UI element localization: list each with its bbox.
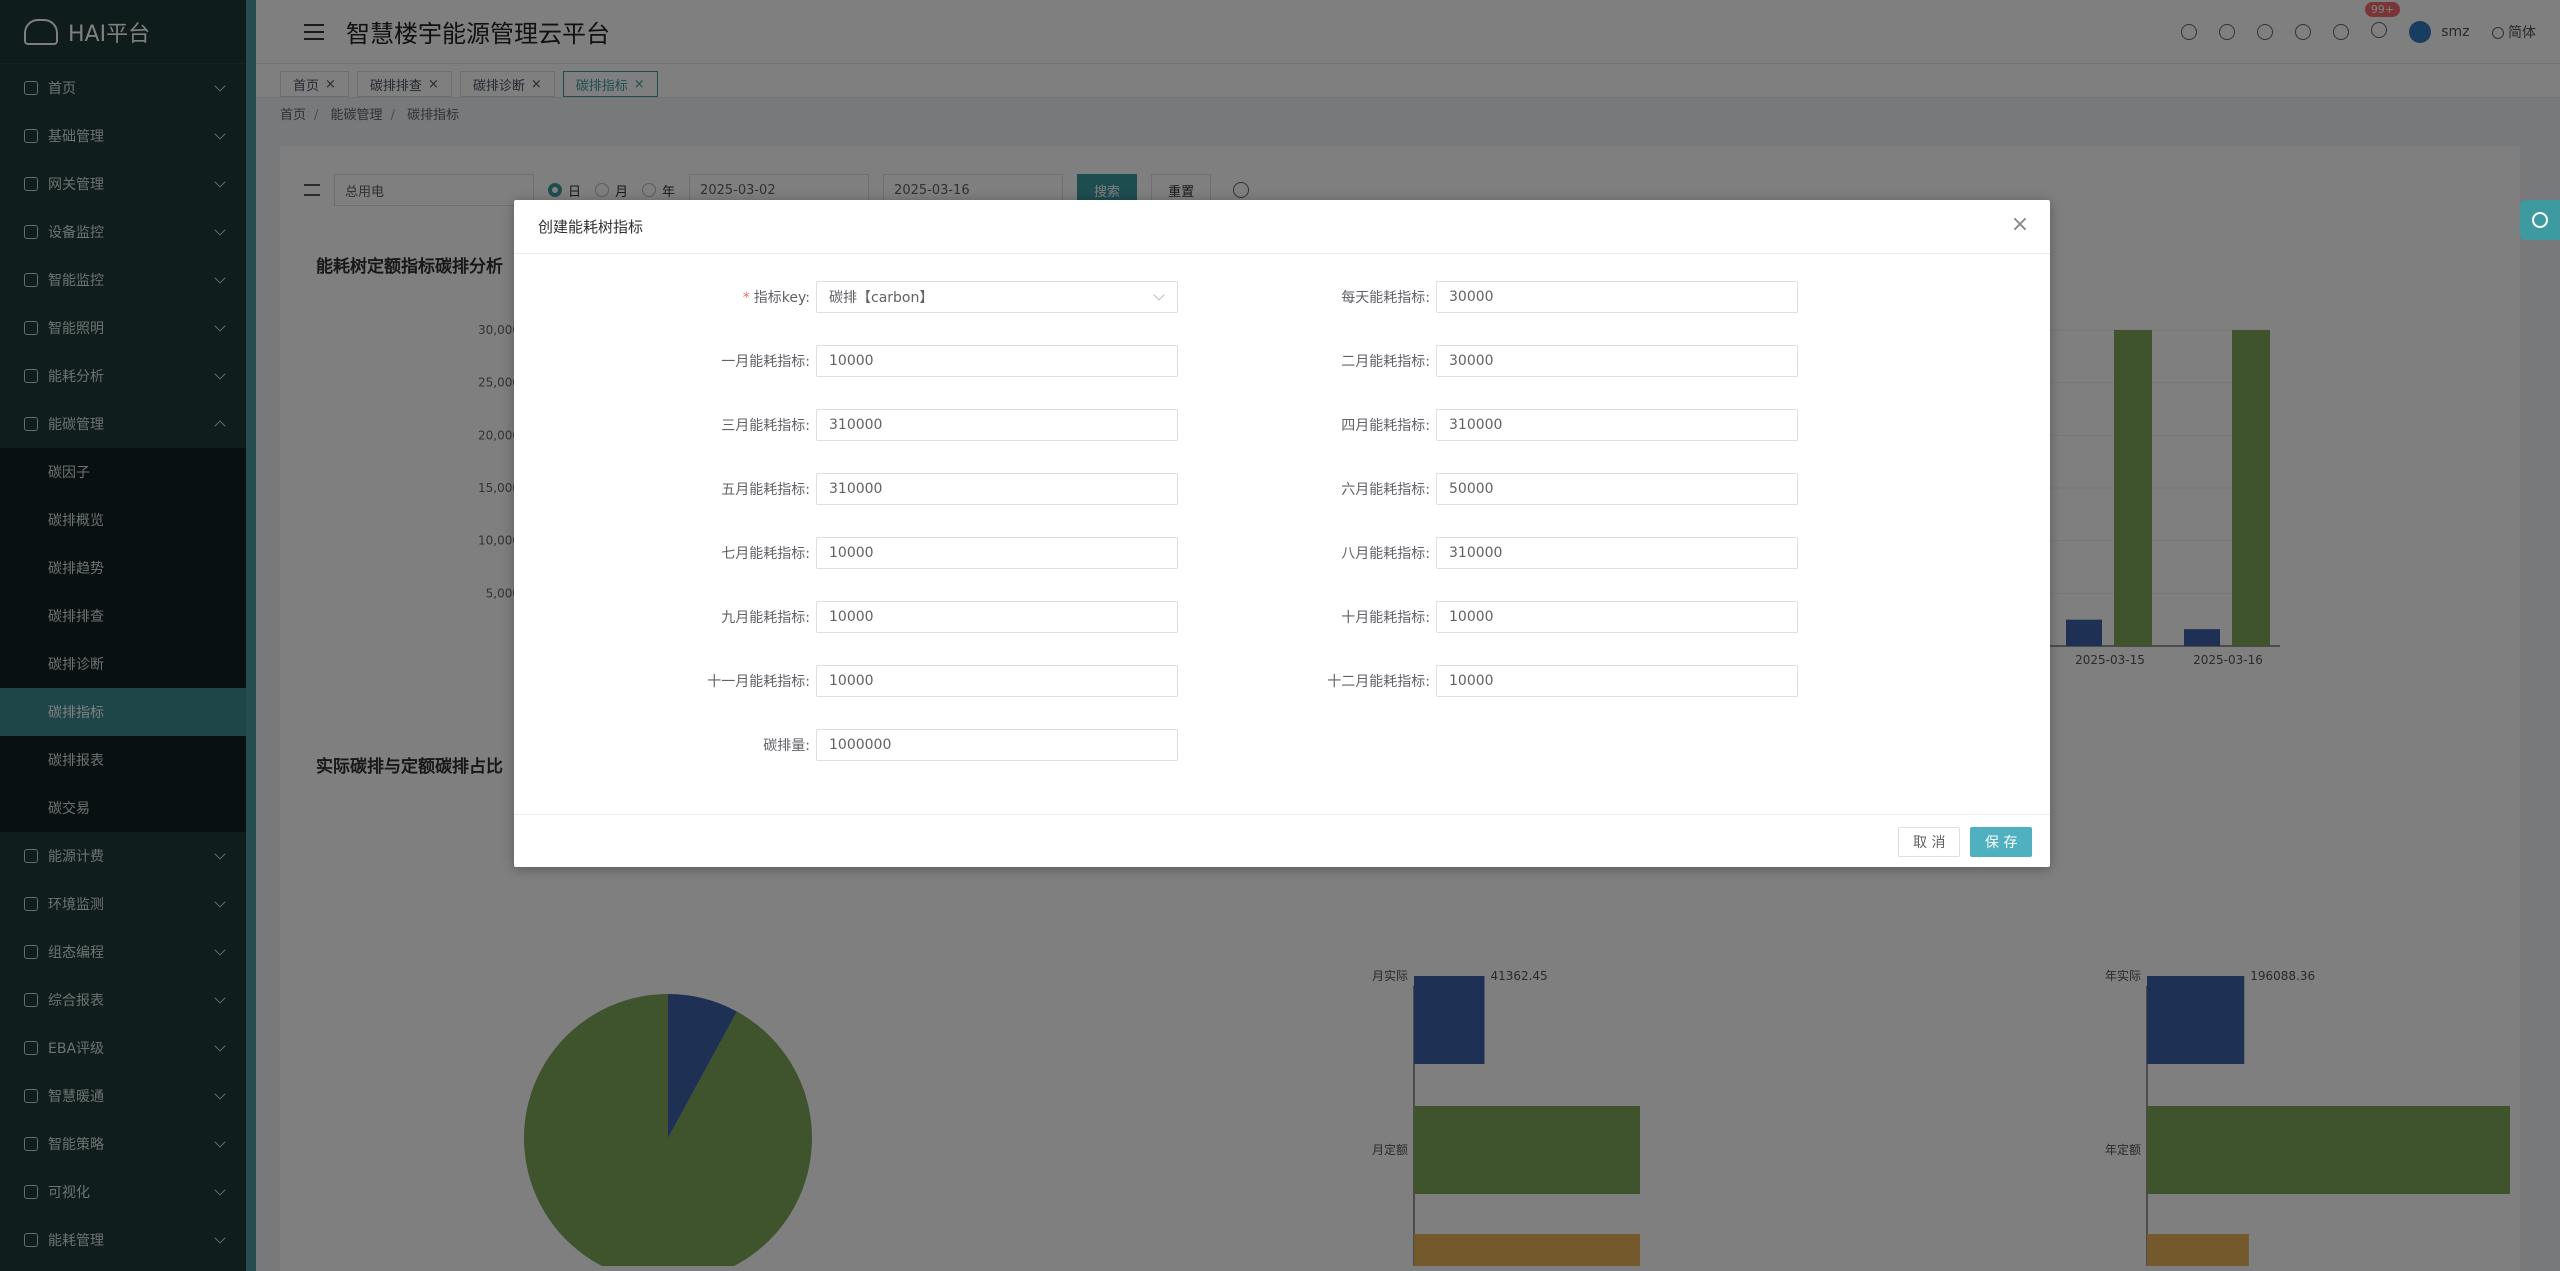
key-label-text: 指标key:: [753, 290, 810, 306]
month-input[interactable]: 310000: [1436, 537, 1798, 569]
month-label: 六月能耗指标:: [1341, 482, 1430, 498]
carbon-input-value: 1000000: [829, 737, 892, 753]
form-row-month-2: 二月能耗指标: 30000: [514, 345, 1798, 377]
month-input-value: 10000: [829, 609, 874, 625]
month-label: 二月能耗指标:: [1341, 354, 1430, 370]
month-input-value: 310000: [829, 417, 883, 433]
month-input-value: 10000: [829, 545, 874, 561]
dialog-header: 创建能耗树指标 ×: [514, 200, 2050, 254]
month-label: 七月能耗指标:: [721, 546, 810, 562]
create-indicator-dialog: 创建能耗树指标 × * 指标key: 碳排【carbon】 每天能耗指标: 300…: [514, 200, 2050, 867]
form-row-daily: 每天能耗指标: 30000: [514, 281, 1798, 313]
month-label: 一月能耗指标:: [721, 354, 810, 370]
form-row-month-12: 十二月能耗指标: 10000: [514, 665, 1798, 697]
form-row-month-4: 四月能耗指标: 310000: [514, 409, 1798, 441]
month-input[interactable]: 310000: [1436, 409, 1798, 441]
carbon-input[interactable]: 1000000: [816, 729, 1178, 761]
gear-icon: [2532, 212, 2548, 228]
form-row-month-5: 五月能耗指标: 310000: [514, 473, 1178, 505]
daily-input[interactable]: 30000: [1436, 281, 1798, 313]
form-row-month-9: 九月能耗指标: 10000: [514, 601, 1178, 633]
form-row-month-7: 七月能耗指标: 10000: [514, 537, 1178, 569]
month-input-value: 10000: [829, 353, 874, 369]
month-label: 九月能耗指标:: [721, 610, 810, 626]
month-input-value: 310000: [1449, 545, 1503, 561]
month-label: 三月能耗指标:: [721, 418, 810, 434]
theme-settings-button[interactable]: [2520, 200, 2560, 240]
cancel-button[interactable]: 取 消: [1898, 827, 1961, 857]
carbon-label: 碳排量:: [763, 738, 810, 754]
close-icon[interactable]: ×: [2010, 212, 2030, 237]
form-row-carbon: 碳排量: 1000000: [514, 729, 1178, 761]
form-row-month-3: 三月能耗指标: 310000: [514, 409, 1178, 441]
month-input[interactable]: 10000: [816, 601, 1178, 633]
key-label: * 指标key:: [742, 290, 810, 306]
daily-label: 每天能耗指标:: [1341, 290, 1430, 306]
month-input-value: 30000: [1449, 353, 1494, 369]
key-select[interactable]: 碳排【carbon】: [816, 281, 1178, 313]
daily-input-value: 30000: [1449, 289, 1494, 305]
month-input-value: 50000: [1449, 481, 1494, 497]
month-input[interactable]: 10000: [816, 665, 1178, 697]
save-button[interactable]: 保 存: [1970, 827, 2033, 857]
month-label: 十月能耗指标:: [1341, 610, 1430, 626]
month-input-value: 310000: [1449, 417, 1503, 433]
month-label: 四月能耗指标:: [1341, 418, 1430, 434]
dialog-title: 创建能耗树指标: [538, 218, 644, 236]
month-input[interactable]: 10000: [816, 537, 1178, 569]
month-input[interactable]: 10000: [1436, 665, 1798, 697]
month-label: 五月能耗指标:: [721, 482, 810, 498]
form-row-month-11: 十一月能耗指标: 10000: [514, 665, 1178, 697]
month-input[interactable]: 10000: [816, 345, 1178, 377]
month-label: 八月能耗指标:: [1341, 546, 1430, 562]
form-row-month-10: 十月能耗指标: 10000: [514, 601, 1798, 633]
month-input-value: 10000: [829, 673, 874, 689]
month-input[interactable]: 50000: [1436, 473, 1798, 505]
form-row-month-6: 六月能耗指标: 50000: [514, 473, 1798, 505]
month-input[interactable]: 30000: [1436, 345, 1798, 377]
form-row-month-8: 八月能耗指标: 310000: [514, 537, 1798, 569]
form-row-month-1: 一月能耗指标: 10000: [514, 345, 1178, 377]
form-row-key: * 指标key: 碳排【carbon】: [514, 281, 1178, 313]
month-input-value: 10000: [1449, 609, 1494, 625]
month-input[interactable]: 310000: [816, 409, 1178, 441]
month-input[interactable]: 310000: [816, 473, 1178, 505]
month-label: 十一月能耗指标:: [707, 674, 810, 690]
month-input[interactable]: 10000: [1436, 601, 1798, 633]
key-select-value: 碳排【carbon】: [829, 290, 934, 306]
month-input-value: 10000: [1449, 673, 1494, 689]
month-input-value: 310000: [829, 481, 883, 497]
month-label: 十二月能耗指标:: [1327, 674, 1430, 690]
dialog-footer: 取 消 保 存: [514, 814, 2050, 867]
